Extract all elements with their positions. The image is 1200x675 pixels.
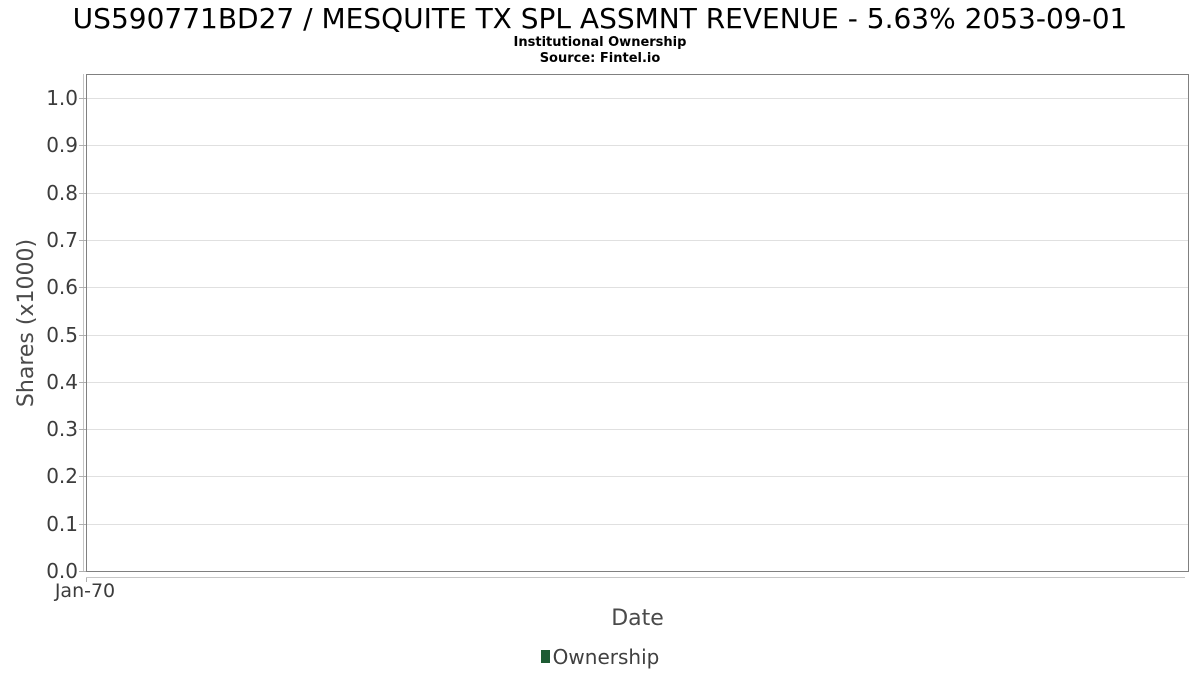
y-tick-label: 1.0	[46, 86, 78, 110]
y-tick-label: 0.1	[46, 512, 78, 536]
y-tick-label: 0.4	[46, 370, 78, 394]
x-axis-line	[86, 577, 1185, 578]
y-tick-label: 0.9	[46, 133, 78, 157]
gridline	[87, 476, 1188, 477]
gridline	[87, 240, 1188, 241]
gridline	[87, 524, 1188, 525]
y-tick-label: 0.3	[46, 417, 78, 441]
legend-label-ownership: Ownership	[552, 645, 660, 669]
chart-subtitle: Institutional Ownership	[513, 35, 687, 50]
legend: Ownership	[0, 646, 1200, 668]
gridline	[87, 193, 1188, 194]
legend-swatch-icon	[540, 650, 550, 663]
y-tick-mark	[79, 382, 86, 383]
x-axis-tick-label: Jan-70	[54, 580, 116, 602]
x-axis-tick-mark	[86, 578, 87, 582]
y-tick-mark	[79, 287, 86, 288]
gridline	[87, 287, 1188, 288]
chart-source-caption: Source: Fintel.io	[539, 51, 661, 66]
y-tick-mark	[79, 335, 86, 336]
gridline	[87, 382, 1188, 383]
gridline	[87, 145, 1188, 146]
y-tick-mark	[79, 98, 86, 99]
y-tick-label: 0.2	[46, 464, 78, 488]
gridline	[87, 335, 1188, 336]
gridline	[87, 98, 1188, 99]
plot-area	[86, 74, 1189, 572]
gridline	[87, 429, 1188, 430]
y-tick-mark	[79, 524, 86, 525]
x-axis-label: Date	[611, 606, 664, 631]
y-axis-line	[83, 74, 84, 572]
y-tick-mark	[79, 240, 86, 241]
y-tick-mark	[79, 145, 86, 146]
y-tick-mark	[79, 193, 86, 194]
y-tick-mark	[79, 429, 86, 430]
y-tick-label: 0.8	[46, 181, 78, 205]
y-tick-mark	[79, 571, 86, 572]
y-tick-mark	[79, 476, 86, 477]
y-tick-label: 0.0	[46, 559, 78, 583]
y-tick-label: 0.7	[46, 228, 78, 252]
y-tick-label: 0.5	[46, 323, 78, 347]
y-tick-label: 0.6	[46, 275, 78, 299]
chart-title: US590771BD27 / MESQUITE TX SPL ASSMNT RE…	[72, 2, 1128, 35]
